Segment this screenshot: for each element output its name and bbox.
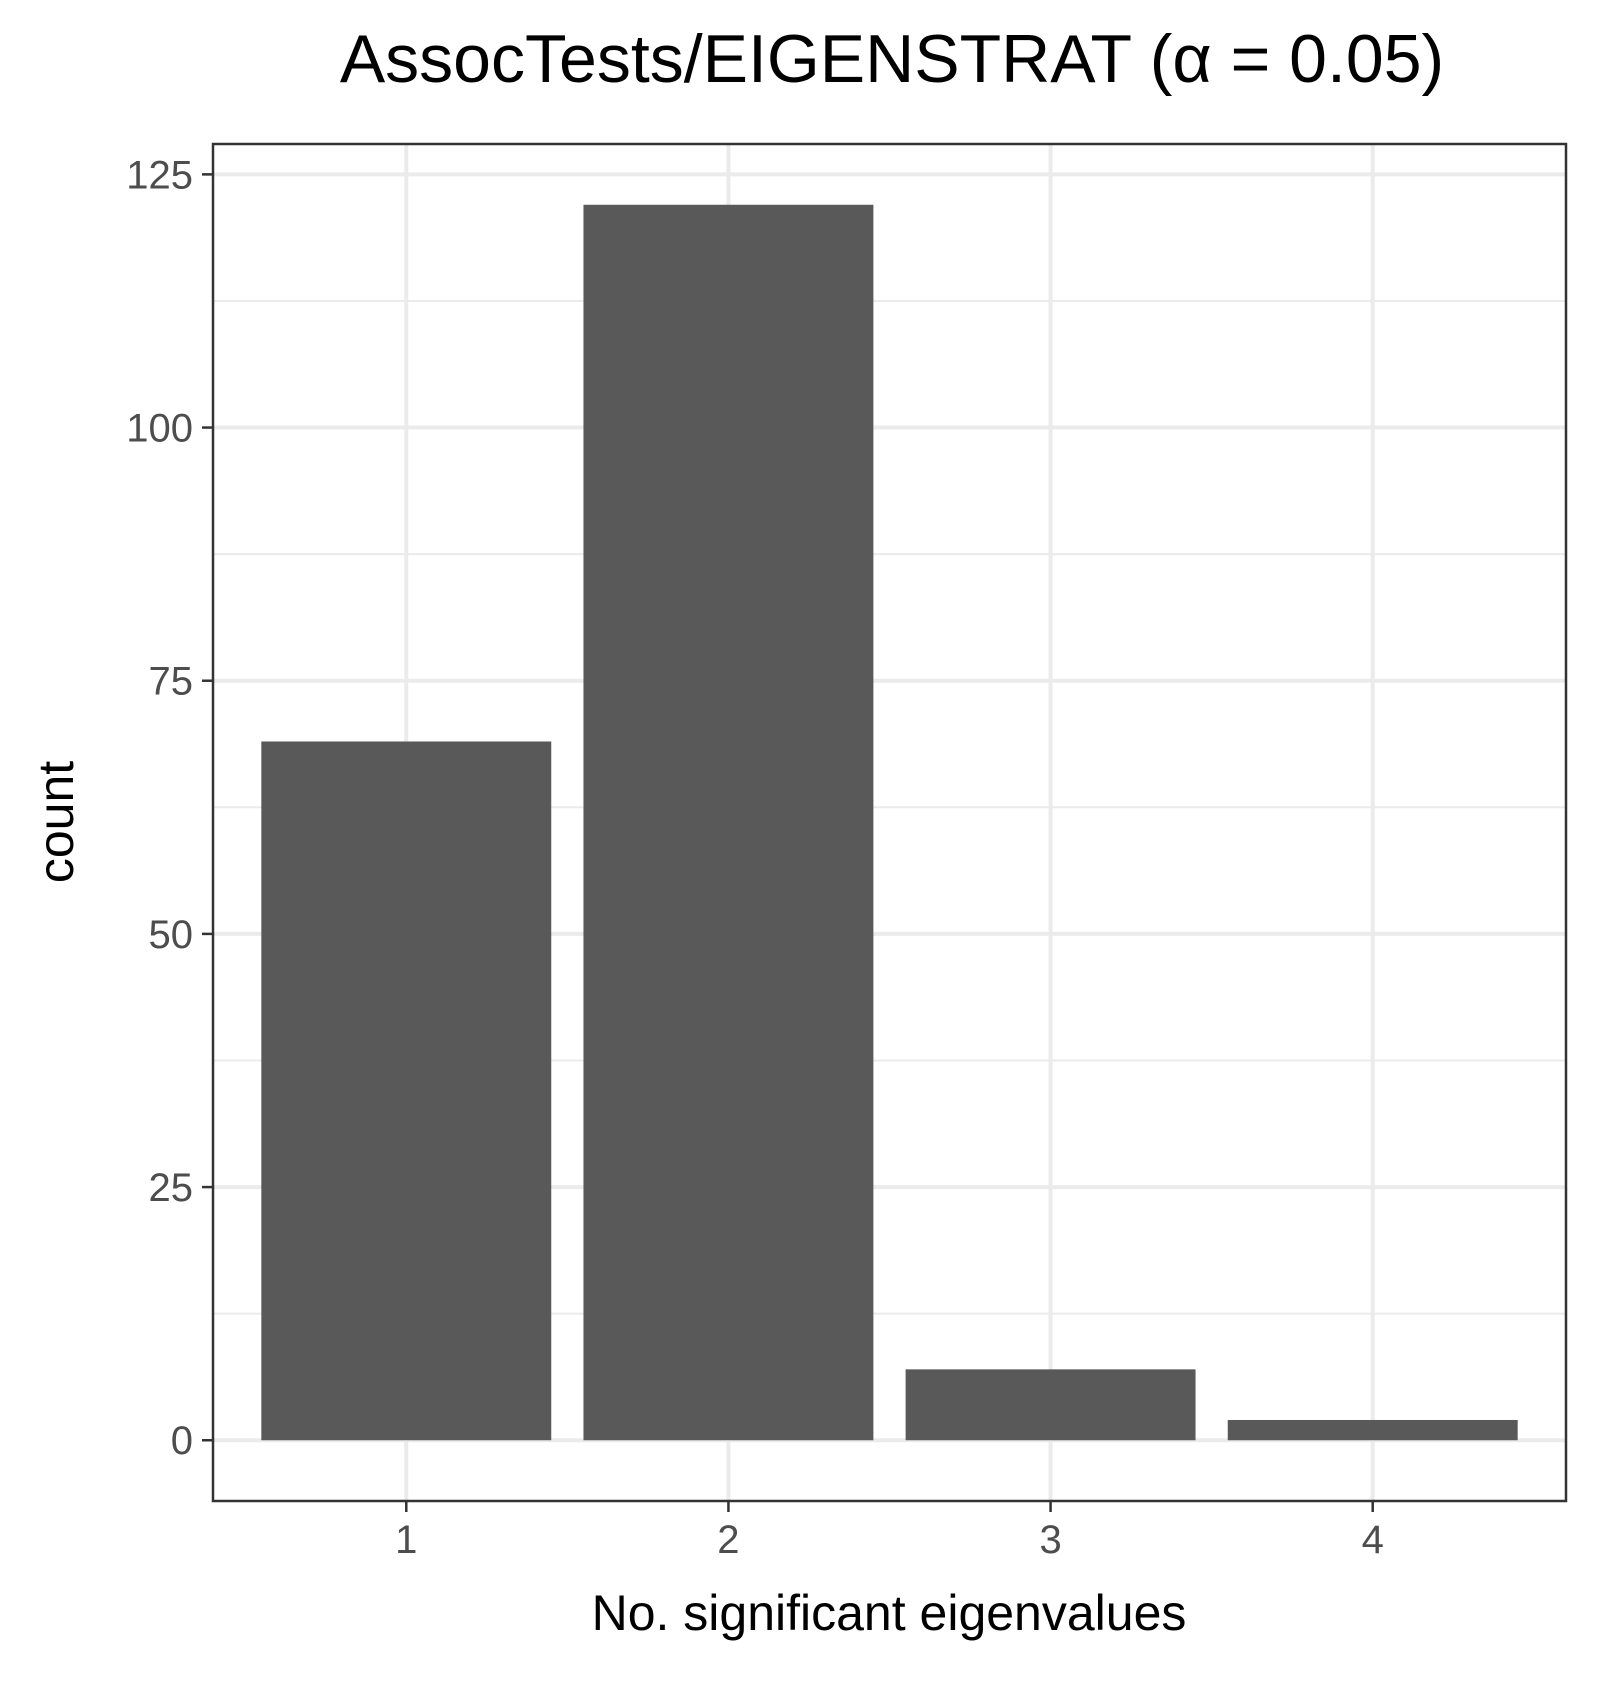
x-tick-label: 3 <box>1039 1518 1061 1562</box>
y-tick-label: 0 <box>171 1419 193 1463</box>
bar-4 <box>1227 1419 1518 1441</box>
panel-border <box>211 142 1568 1503</box>
bar-3 <box>905 1369 1196 1441</box>
x-axis-title: No. significant eigenvalues <box>592 1585 1187 1641</box>
bars <box>261 204 1518 1441</box>
y-axis-title: count <box>28 761 84 883</box>
chart-title: AssocTests/EIGENSTRAT (α = 0.05) <box>340 21 1444 97</box>
x-tick-label: 1 <box>395 1518 417 1562</box>
y-tick-label: 25 <box>149 1166 194 1210</box>
y-tick-label: 75 <box>149 660 194 704</box>
bar-2 <box>583 204 874 1441</box>
x-tick-label: 2 <box>717 1518 739 1562</box>
axes: 0 25 50 75 100 125 1 2 3 4 <box>126 153 1384 1562</box>
y-tick-label: 50 <box>149 913 194 957</box>
bar-1 <box>261 741 552 1441</box>
y-tick-label: 125 <box>126 153 193 197</box>
x-tick-label: 4 <box>1362 1518 1384 1562</box>
y-tick-label: 100 <box>126 407 193 451</box>
